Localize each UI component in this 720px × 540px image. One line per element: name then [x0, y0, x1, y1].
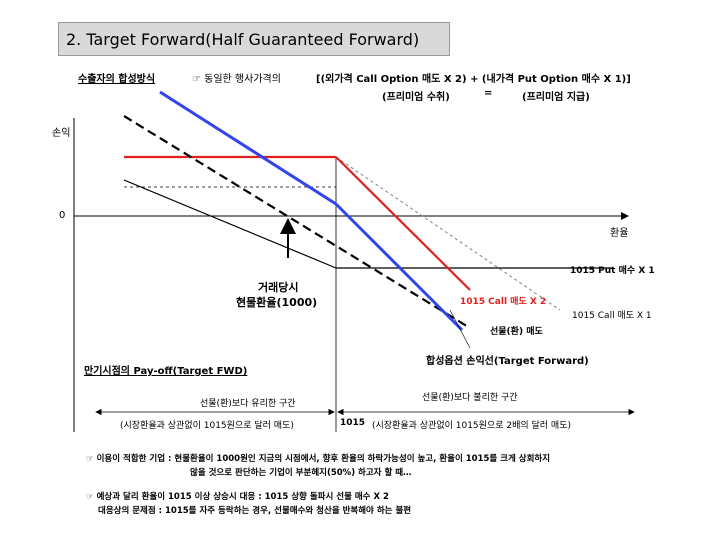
x-axis-label: 환율 [610, 228, 629, 239]
unfavorable-zone-label: 선물(환)보다 불리한 구간 [422, 393, 518, 403]
formula-premium-received: (프리미엄 수취) [382, 92, 450, 103]
note-line-2: 않을 것으로 판단하는 기업이 부분헤지(50%) 하고자 할 때… [190, 468, 412, 478]
note-prefix: ☞ 동일한 행사가격의 [192, 74, 281, 85]
put-payoff-line [123, 179, 337, 269]
call-sell-1-label: 1015 Call 매도 X 1 [572, 311, 652, 321]
synthetic-line-left [159, 90, 337, 206]
page-title: 2. Target Forward(Half Guaranteed Forwar… [66, 30, 420, 49]
right-range-label: (시장환율과 상관없이 1015원으로 2배의 달러 매도) [372, 421, 571, 431]
title-box [58, 22, 450, 56]
note-line-1: ☞ 이용이 적합한 기업 : 현물환율이 1000원인 지금의 시점에서, 향후… [86, 454, 551, 464]
favorable-zone-label: 선물(환)보다 유리한 구간 [200, 399, 296, 409]
y-axis-label: 손익 [52, 128, 71, 139]
spot-rate-label: 현물환율(1000) [236, 296, 318, 309]
note-line-4: 대응상의 문제점 : 1015를 자주 등락하는 경우, 선물매수와 청산을 반… [98, 506, 412, 516]
strategy-label: 수출자의 합성방식 [78, 74, 156, 85]
futures-sell-label: 선물(환) 매도 [490, 327, 543, 337]
trade-time-label: 거래당시 [258, 281, 299, 294]
synthetic-leader [449, 309, 471, 349]
left-range-label: (시장환율과 상관없이 1015원으로 달러 매도) [120, 421, 294, 431]
put-buy-label: 1015 Put 매수 X 1 [570, 266, 655, 276]
formula-line1: [(외가격 Call Option 매도 X 2) + (내가격 Put Opt… [316, 74, 631, 85]
formula-equals: = [484, 88, 493, 99]
maturity-payoff-label: 만기시점의 Pay-off(Target FWD) [84, 366, 248, 377]
formula-premium-paid: (프리미엄 지급) [522, 92, 590, 103]
strike-label: 1015 [340, 418, 366, 428]
call-sell-2-label: 1015 Call 매도 X 2 [460, 297, 547, 307]
zero-label: 0 [59, 210, 66, 221]
call-sell-2-slope-line [335, 156, 471, 291]
call-sell-1-line [335, 156, 561, 311]
synthetic-label: 합성옵션 손익선(Target Forward) [426, 356, 589, 367]
synthetic-line-right [334, 202, 464, 332]
note-line-3: ☞ 예상과 달리 환율이 1015 이상 상승시 대응 : 1015 상향 돌파… [86, 492, 389, 502]
futures-sell-line [123, 115, 471, 329]
